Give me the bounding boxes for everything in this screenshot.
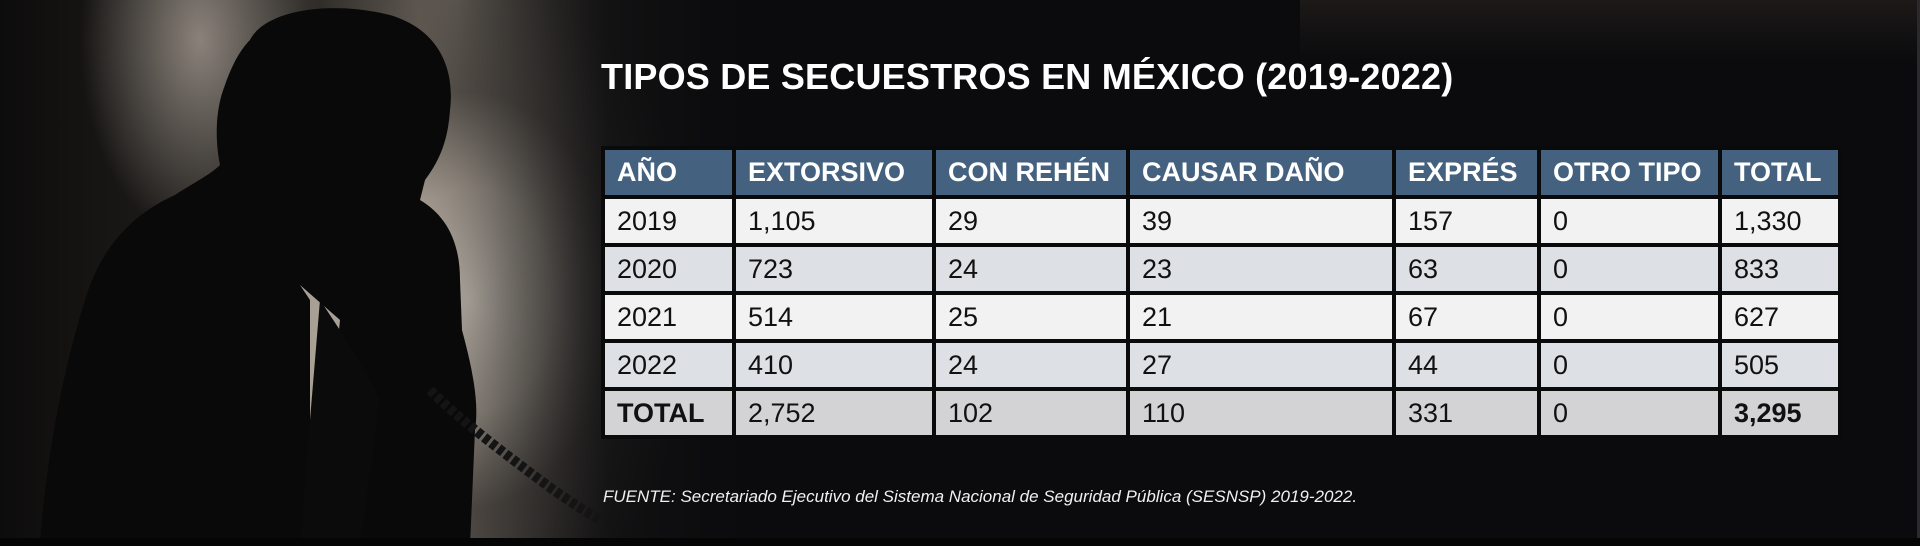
cell-expres: 157 — [1392, 195, 1541, 247]
cell-causar-dano: 39 — [1126, 195, 1396, 247]
cell-extorsivo: 410 — [732, 339, 936, 391]
cell-otro-tipo: 0 — [1537, 243, 1722, 295]
cell-expres: 44 — [1392, 339, 1541, 391]
table-row: 2019 1,105 29 39 157 0 1,330 — [601, 195, 1842, 247]
cell-con-rehen: 25 — [932, 291, 1130, 343]
cell-year: 2022 — [601, 339, 736, 391]
table-row: 2021 514 25 21 67 0 627 — [601, 291, 1842, 343]
source-note: FUENTE: Secretariado Ejecutivo del Siste… — [603, 487, 1358, 506]
cell-con-rehen: 24 — [932, 339, 1130, 391]
column-header-extorsivo: EXTORSIVO — [732, 146, 936, 199]
cell-otro-tipo: 0 — [1537, 339, 1722, 391]
frame-edge-bottom — [0, 538, 1920, 546]
cell-extorsivo: 723 — [732, 243, 936, 295]
cell-causar-dano: 21 — [1126, 291, 1396, 343]
cell-total: 1,330 — [1718, 195, 1842, 247]
cell-con-rehen-total: 102 — [932, 387, 1130, 439]
table-total-row: TOTAL 2,752 102 110 331 0 3,295 — [601, 387, 1842, 439]
cell-total-label: TOTAL — [601, 387, 736, 439]
cell-expres: 67 — [1392, 291, 1541, 343]
table-row: 2020 723 24 23 63 0 833 — [601, 243, 1842, 295]
table-row: 2022 410 24 27 44 0 505 — [601, 339, 1842, 391]
cell-extorsivo: 1,105 — [732, 195, 936, 247]
cell-con-rehen: 24 — [932, 243, 1130, 295]
column-header-year: AÑO — [601, 146, 736, 199]
cell-causar-dano: 23 — [1126, 243, 1396, 295]
table-header-row: AÑO EXTORSIVO CON REHÉN CAUSAR DAÑO EXPR… — [601, 146, 1842, 199]
cell-total: 627 — [1718, 291, 1842, 343]
column-header-con-rehen: CON REHÉN — [932, 146, 1130, 199]
column-header-causar-dano: CAUSAR DAÑO — [1126, 146, 1396, 199]
column-header-otro-tipo: OTRO TIPO — [1537, 146, 1722, 199]
person-on-phone-silhouette — [40, 8, 477, 546]
cell-year: 2021 — [601, 291, 736, 343]
cell-year: 2020 — [601, 243, 736, 295]
cell-grand-total: 3,295 — [1718, 387, 1842, 439]
cell-causar-dano-total: 110 — [1126, 387, 1396, 439]
cell-con-rehen: 29 — [932, 195, 1130, 247]
cell-expres-total: 331 — [1392, 387, 1541, 439]
cell-year: 2019 — [601, 195, 736, 247]
column-header-expres: EXPRÉS — [1392, 146, 1541, 199]
kidnapping-types-table: AÑO EXTORSIVO CON REHÉN CAUSAR DAÑO EXPR… — [601, 146, 1842, 439]
cell-extorsivo: 514 — [732, 291, 936, 343]
cell-total: 833 — [1718, 243, 1842, 295]
phone-cord — [426, 386, 603, 525]
cell-extorsivo-total: 2,752 — [732, 387, 936, 439]
frame-edge — [1917, 0, 1920, 546]
background-top-glow — [1300, 0, 1920, 60]
cell-expres: 63 — [1392, 243, 1541, 295]
cell-causar-dano: 27 — [1126, 339, 1396, 391]
cell-otro-tipo: 0 — [1537, 195, 1722, 247]
chart-title: TIPOS DE SECUESTROS EN MÉXICO (2019-2022… — [601, 56, 1454, 97]
cell-otro-tipo: 0 — [1537, 291, 1722, 343]
column-header-total: TOTAL — [1718, 146, 1842, 199]
cell-otro-tipo-total: 0 — [1537, 387, 1722, 439]
cell-total: 505 — [1718, 339, 1842, 391]
